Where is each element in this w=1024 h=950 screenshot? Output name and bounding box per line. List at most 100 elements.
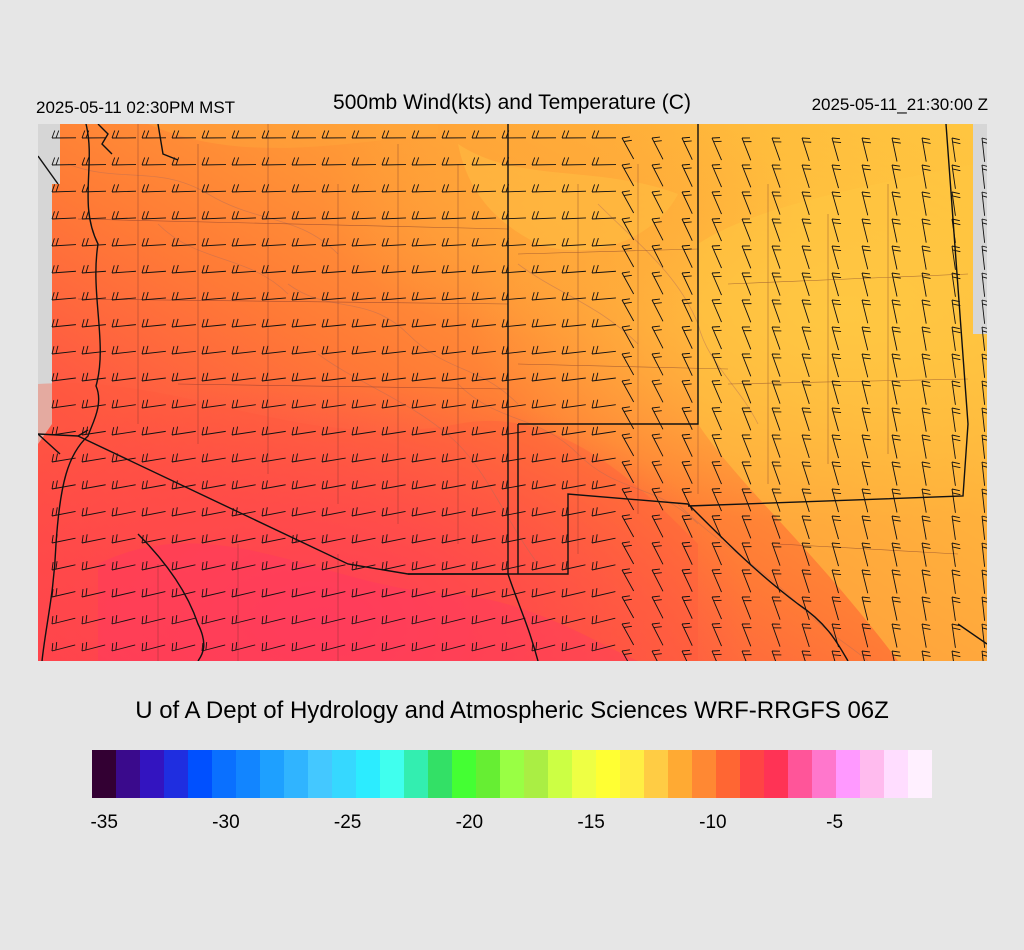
wind-barb-feather (892, 222, 901, 225)
wind-barb (261, 350, 286, 355)
wind-barb (801, 137, 810, 162)
wind-barb-feather (291, 616, 294, 625)
wind-barb-feather (445, 480, 448, 489)
wind-barb-feather (921, 650, 930, 653)
wind-barb-feather (351, 508, 354, 517)
wind-barb (591, 244, 616, 247)
wind-barb-feather (175, 318, 179, 327)
wind-barb-feather (531, 319, 535, 328)
wind-barb (291, 591, 316, 598)
wind-barb-feather (235, 211, 239, 219)
wind-barb-feather (415, 345, 419, 354)
wind-barb-feather (501, 292, 505, 301)
wind-barb-feather (175, 264, 179, 273)
wind-barb-feather (982, 627, 987, 630)
wind-barb-feather (175, 130, 180, 139)
wind-barb-feather (471, 616, 474, 625)
wind-barb-feather (441, 508, 444, 517)
wind-barb-feather (561, 481, 564, 490)
wind-barb-feather (982, 519, 987, 522)
wind-barb-feather (351, 642, 354, 652)
wind-barb-feather (261, 319, 265, 328)
wind-barb-feather (145, 130, 150, 139)
wind-barb-feather (381, 373, 385, 382)
wind-barb-feather (565, 237, 569, 246)
wind-barb (141, 617, 166, 625)
wind-barb-feather (235, 372, 239, 381)
wind-barb-feather (653, 653, 662, 656)
wind-barb (801, 218, 810, 243)
wind-barb-feather (683, 464, 692, 467)
wind-barb-feather (861, 191, 870, 194)
wind-barb-feather (85, 480, 88, 489)
wind-barb-feather (595, 615, 598, 624)
wind-barb-feather (205, 264, 209, 273)
wind-barb (171, 244, 196, 247)
wind-barb-feather (265, 641, 268, 651)
wind-barb-feather (891, 515, 900, 518)
wind-barb (261, 617, 286, 625)
wind-barb-feather (653, 275, 662, 278)
wind-barb (921, 569, 927, 594)
wind-barb-feather (623, 139, 632, 142)
wind-barb-feather (951, 218, 960, 222)
wind-barb-feather (265, 507, 268, 516)
wind-barb-feather (85, 264, 89, 273)
wind-barb-feather (355, 372, 359, 381)
wind-barb-feather (683, 518, 692, 521)
wind-barb (51, 617, 76, 625)
wind-barb-feather (861, 137, 870, 140)
wind-barb-feather (205, 507, 208, 516)
wind-barb-feather (325, 157, 330, 166)
wind-barb-feather (921, 623, 930, 626)
wind-barb-feather (55, 507, 58, 516)
wind-barb-feather (561, 400, 565, 409)
wind-barb-feather (261, 157, 266, 166)
wind-barb-feather (982, 438, 987, 441)
wind-barb-feather (833, 492, 842, 494)
wind-barb-feather (833, 330, 842, 332)
wind-barb-feather (831, 137, 841, 140)
wind-barb-feather (441, 130, 446, 139)
wind-barb-feather (831, 434, 841, 437)
wind-barb-feather (681, 298, 691, 301)
wind-barb-feather (385, 130, 390, 139)
wind-barb (471, 591, 496, 598)
wind-barb-feather (892, 276, 901, 279)
wind-barb-feather (51, 562, 54, 571)
wind-barb-feather (623, 382, 632, 385)
wind-barb-feather (411, 427, 415, 436)
wind-barb-feather (51, 589, 54, 598)
wind-barb-feather (441, 157, 446, 166)
wind-barb-feather (501, 454, 505, 463)
wind-barb (621, 245, 635, 268)
wind-barb-feather (981, 407, 987, 410)
wind-barb-feather (411, 481, 414, 490)
wind-barb-feather (415, 641, 418, 651)
wind-barb-feather (501, 157, 506, 166)
wind-barb (801, 191, 810, 216)
wind-barb-feather (653, 221, 662, 224)
wind-barb-feather (351, 535, 354, 544)
wind-barb-feather (205, 534, 208, 543)
wind-barb-feather (351, 184, 356, 193)
wind-barb-feather (623, 328, 632, 331)
wind-barb-feather (355, 561, 358, 570)
wind-barb-feather (325, 211, 329, 219)
wind-barb-feather (235, 561, 238, 570)
wind-barb-feather (471, 481, 474, 490)
wind-barb-feather (381, 508, 384, 517)
wind-barb-feather (561, 589, 564, 598)
wind-barb-feather (922, 573, 931, 576)
wind-barb-feather (591, 184, 596, 193)
wind-barb-feather (291, 184, 296, 193)
wind-barb-feather (681, 217, 691, 220)
colorbar-swatch (452, 750, 476, 798)
wind-barb-feather (595, 237, 599, 246)
wind-barb-feather (891, 650, 900, 653)
wind-barb (471, 510, 496, 517)
wind-barb-feather (681, 163, 691, 166)
colorbar-swatch (404, 750, 428, 798)
wind-barb-feather (952, 411, 961, 415)
wind-barb (351, 244, 376, 247)
